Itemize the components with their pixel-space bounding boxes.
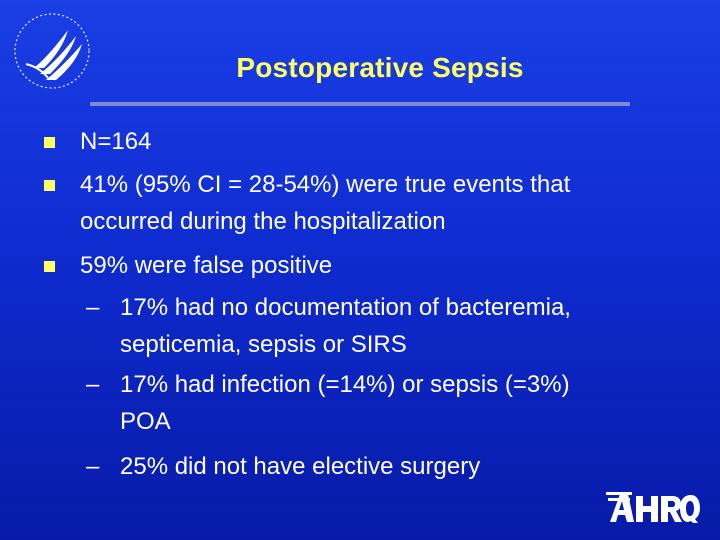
- hhs-seal-logo: [14, 13, 90, 89]
- bullet-marker: [44, 137, 55, 148]
- sub-bullet-line-continuation: POA: [120, 408, 171, 435]
- sub-bullet-line-continuation: septicemia, sepsis or SIRS: [120, 331, 407, 358]
- bullet-line-continuation: occurred during the hospitalization: [80, 208, 446, 235]
- sub-bullet-line: 17% had no documentation of bacteremia,: [120, 294, 571, 321]
- sub-bullet-line: 25% did not have elective surgery: [120, 453, 481, 480]
- sub-bullet-dash: –: [86, 453, 100, 480]
- sub-bullet-dash: –: [86, 371, 100, 398]
- bullet-line: 41% (95% CI = 28-54%) were true events t…: [80, 171, 571, 198]
- bullet-marker: [44, 261, 55, 272]
- bullet-line: N=164: [80, 128, 152, 155]
- title-divider: [90, 102, 630, 106]
- ahrq-logo: [606, 492, 700, 523]
- sub-bullet-dash: –: [86, 294, 100, 321]
- sub-bullet-line: 17% had infection (=14%) or sepsis (=3%): [120, 371, 570, 398]
- bullet-marker: [44, 180, 55, 191]
- bullet-line: 59% were false positive: [80, 252, 333, 279]
- slide-title: Postoperative Sepsis: [236, 52, 524, 83]
